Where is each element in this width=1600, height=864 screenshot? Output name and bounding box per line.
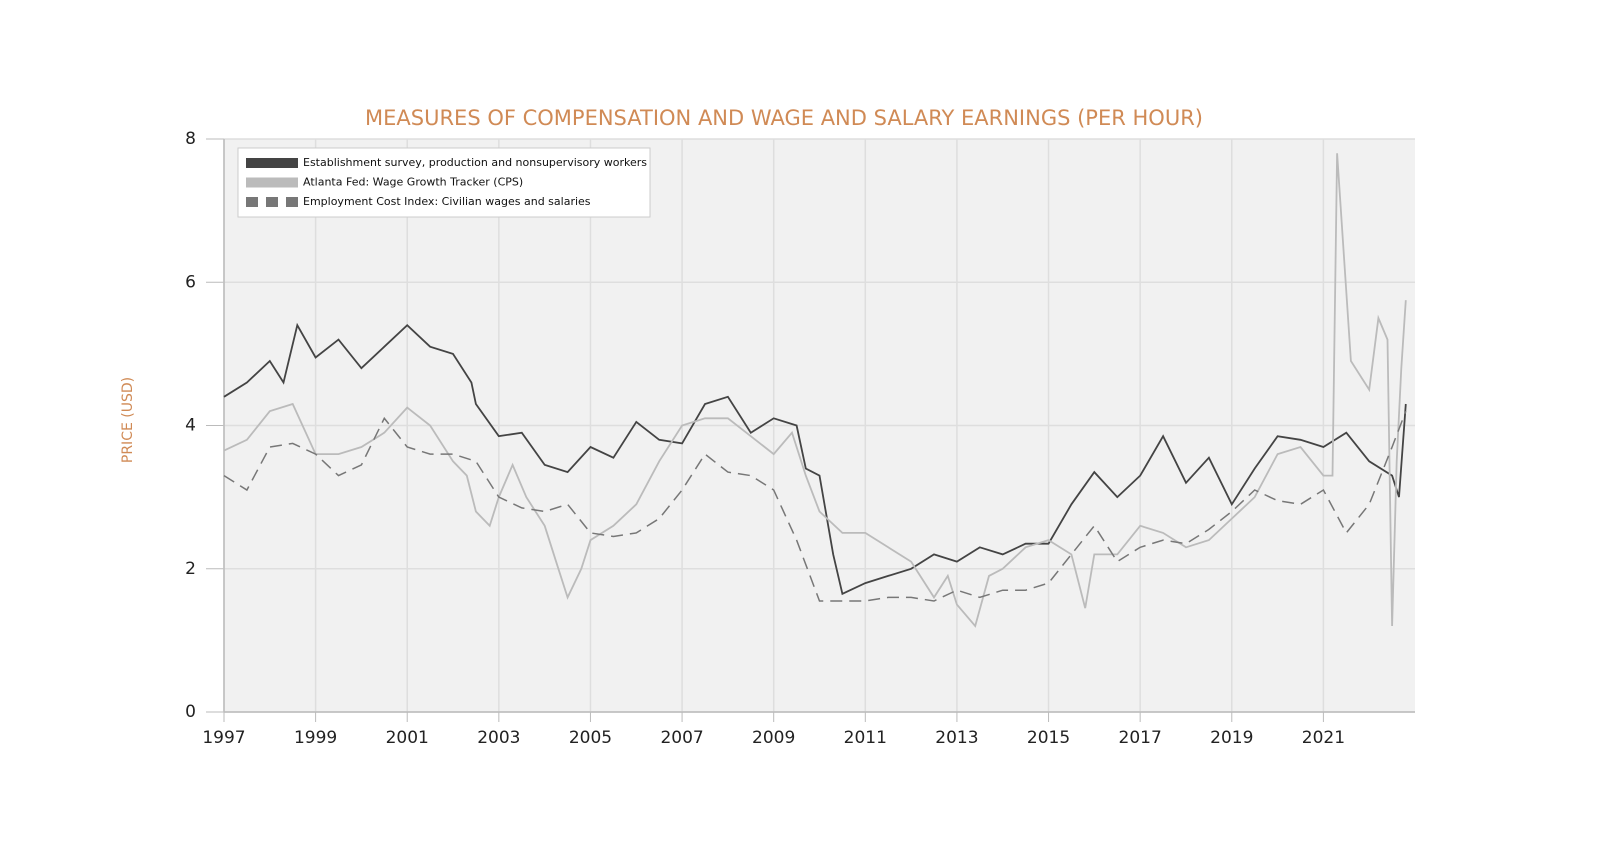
x-tick-label: 2005 xyxy=(569,728,612,748)
x-tick-label: 2001 xyxy=(386,728,429,748)
y-tick-label: 4 xyxy=(185,416,196,436)
series-line xyxy=(223,410,1407,602)
legend-box xyxy=(237,147,651,218)
y-axis-label: PRICE (USD) xyxy=(120,377,136,463)
x-tick-label: 2019 xyxy=(1210,728,1253,748)
x-tick-label: 2003 xyxy=(477,728,520,748)
legend-label: Atlanta Fed: Wage Growth Tracker (CPS) xyxy=(303,176,523,189)
series-line xyxy=(223,322,1407,596)
x-tick-label: 1999 xyxy=(294,728,337,748)
y-tick-label: 8 xyxy=(185,129,196,149)
x-tick-label: 2011 xyxy=(844,728,887,748)
x-tick-label: 2015 xyxy=(1027,728,1070,748)
y-tick-label: 6 xyxy=(185,272,196,292)
y-tick-label: 0 xyxy=(185,702,196,722)
x-tick-label: 2009 xyxy=(752,728,795,748)
chart-title: MEASURES OF COMPENSATION AND WAGE AND SA… xyxy=(365,106,1203,130)
x-tick-label: 2017 xyxy=(1119,728,1162,748)
x-tick-label: 2021 xyxy=(1302,728,1345,748)
y-tick-label: 2 xyxy=(185,559,196,579)
x-tick-label: 2007 xyxy=(660,728,703,748)
legend-label: Establishment survey, production and non… xyxy=(303,156,647,169)
x-tick-label: 2013 xyxy=(935,728,978,748)
x-tick-label: 1997 xyxy=(202,728,245,748)
legend-label: Employment Cost Index: Civilian wages an… xyxy=(303,195,591,208)
series-line xyxy=(223,153,1407,628)
